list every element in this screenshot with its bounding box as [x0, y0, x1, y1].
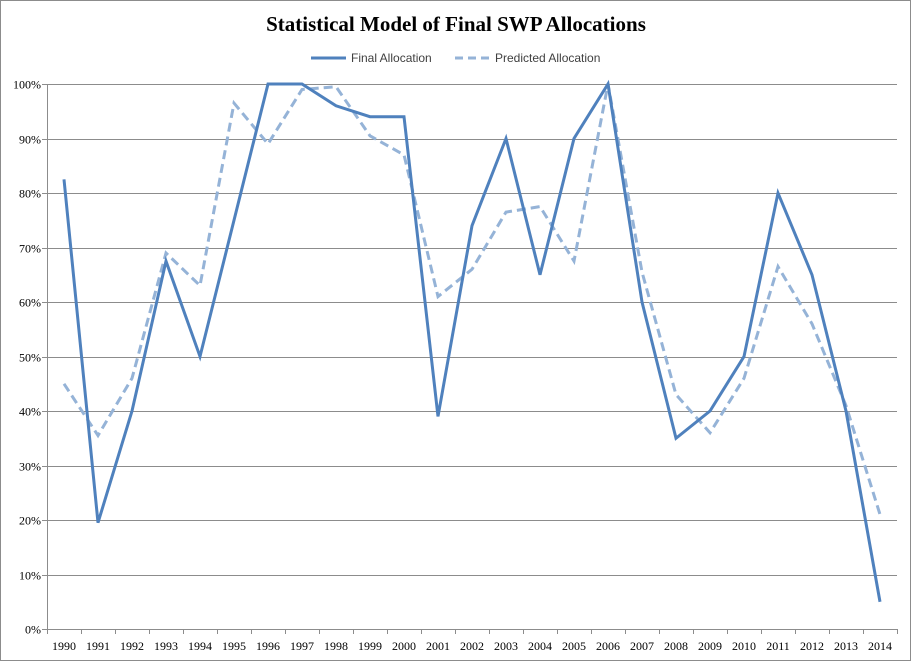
y-tick-label: 70%	[19, 242, 41, 256]
x-tick-label: 1996	[256, 639, 280, 653]
y-tick-label: 90%	[19, 133, 41, 147]
series-line-final-allocation	[64, 84, 880, 602]
x-tick-label: 1997	[290, 639, 314, 653]
x-tick-label: 2012	[800, 639, 824, 653]
x-tick-label: 1990	[52, 639, 76, 653]
x-tick-label: 1994	[188, 639, 212, 653]
x-axis-ticks: 1990 1991 1992 1993 1994 1995 1996 1997 1998 1999…	[48, 629, 898, 653]
x-tick-label: 2008	[664, 639, 688, 653]
x-tick-label: 2009	[698, 639, 722, 653]
legend: Final Allocation Predicted Allocation	[311, 51, 600, 65]
y-axis-ticks: 0% 10% 20% 30% 40% 50% 60% 70% 80% 90% 100%	[13, 78, 47, 637]
legend-label-predicted: Predicted Allocation	[495, 51, 600, 65]
x-tick-label: 2007	[630, 639, 654, 653]
y-tick-label: 40%	[19, 405, 41, 419]
y-tick-label: 50%	[19, 351, 41, 365]
y-tick-label: 30%	[19, 460, 41, 474]
x-tick-label: 2006	[596, 639, 620, 653]
x-tick-label: 2003	[494, 639, 518, 653]
x-tick-label: 1992	[120, 639, 144, 653]
x-tick-label: 1999	[358, 639, 382, 653]
y-tick-label: 80%	[19, 187, 41, 201]
x-tick-label: 2005	[562, 639, 586, 653]
x-tick-label: 1998	[324, 639, 348, 653]
y-tick-label: 60%	[19, 296, 41, 310]
x-tick-label: 1995	[222, 639, 246, 653]
x-tick-label: 2010	[732, 639, 756, 653]
gridlines	[47, 84, 897, 630]
x-tick-label: 2001	[426, 639, 450, 653]
y-tick-label: 100%	[13, 78, 41, 92]
y-tick-label: 10%	[19, 569, 41, 583]
x-tick-label: 1991	[86, 639, 110, 653]
x-tick-label: 1993	[154, 639, 178, 653]
chart-title: Statistical Model of Final SWP Allocatio…	[266, 12, 646, 36]
x-tick-label: 2000	[392, 639, 416, 653]
y-tick-label: 0%	[25, 623, 41, 637]
series-lines	[64, 84, 880, 602]
x-tick-label: 2004	[528, 639, 552, 653]
x-tick-label: 2002	[460, 639, 484, 653]
legend-label-final: Final Allocation	[351, 51, 432, 65]
y-tick-label: 20%	[19, 514, 41, 528]
x-tick-label: 2013	[834, 639, 858, 653]
x-tick-label: 2014	[868, 639, 892, 653]
x-tick-label: 2011	[766, 639, 790, 653]
series-line-predicted-allocation	[64, 84, 880, 515]
